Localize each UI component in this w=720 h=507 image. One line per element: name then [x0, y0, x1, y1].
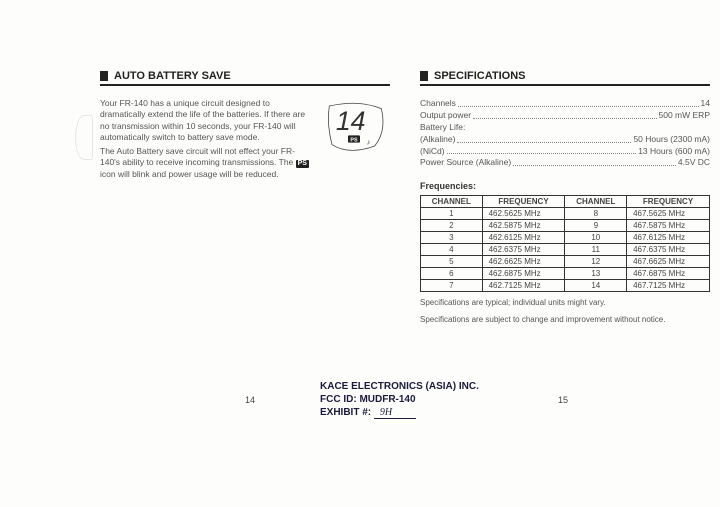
freq-value-cell: 467.7125 MHz: [627, 280, 710, 292]
page-number-left: 14: [245, 395, 255, 405]
spec-row: Channels 14: [420, 98, 710, 110]
freq-value-cell: 462.6875 MHz: [482, 268, 565, 280]
binding-mark: [75, 115, 93, 160]
freq-channel-cell: 3: [421, 232, 483, 244]
table-row: 1462.5625 MHz8467.5625 MHz: [421, 208, 710, 220]
spec-label: Power Source (Alkaline): [420, 157, 511, 169]
table-row: 2462.5875 MHz9467.5875 MHz: [421, 220, 710, 232]
fcc-id: FCC ID: MUDFR-140: [320, 393, 479, 406]
company-name: KACE ELECTRONICS (ASIA) INC.: [320, 380, 479, 393]
spec-label: (NiCd): [420, 146, 445, 158]
freq-channel-cell: 5: [421, 256, 483, 268]
spec-value: 500 mW ERP: [659, 110, 711, 122]
spec-value: 50 Hours (2300 mA): [633, 134, 710, 146]
freq-channel-cell: 12: [565, 256, 627, 268]
freq-value-cell: 467.5875 MHz: [627, 220, 710, 232]
frequency-table: CHANNELFREQUENCYCHANNELFREQUENCY 1462.56…: [420, 195, 710, 292]
freq-value-cell: 467.6125 MHz: [627, 232, 710, 244]
spec-value: 14: [701, 98, 710, 110]
freq-value-cell: 462.6625 MHz: [482, 256, 565, 268]
freq-header-row: CHANNELFREQUENCYCHANNELFREQUENCY: [421, 196, 710, 208]
heading-bullet: [100, 71, 108, 81]
table-row: 4462.6375 MHz11467.6375 MHz: [421, 244, 710, 256]
right-heading-text: SPECIFICATIONS: [434, 70, 525, 82]
left-page: AUTO BATTERY SAVE 14 PS ♪ Your FR-140 ha…: [100, 70, 390, 180]
lcd-illustration: 14 PS ♪: [322, 98, 390, 158]
lcd-digits: 14: [336, 106, 366, 136]
freq-body: 1462.5625 MHz8467.5625 MHz2462.5875 MHz9…: [421, 208, 710, 292]
freq-channel-cell: 9: [565, 220, 627, 232]
ps-inline-badge: PS: [296, 160, 309, 168]
spec-label: Output power: [420, 110, 471, 122]
spec-row: Battery Life:: [420, 122, 710, 134]
freq-channel-cell: 11: [565, 244, 627, 256]
lcd-note-icon: ♪: [367, 138, 371, 147]
freq-channel-cell: 6: [421, 268, 483, 280]
company-block: KACE ELECTRONICS (ASIA) INC. FCC ID: MUD…: [320, 380, 479, 419]
freq-channel-cell: 10: [565, 232, 627, 244]
spec-dots: [473, 110, 656, 119]
freq-channel-cell: 1: [421, 208, 483, 220]
spec-dots: [513, 157, 676, 166]
spec-row: Output power 500 mW ERP: [420, 110, 710, 122]
freq-value-cell: 462.5875 MHz: [482, 220, 565, 232]
freq-channel-cell: 7: [421, 280, 483, 292]
freq-value-cell: 462.6375 MHz: [482, 244, 565, 256]
spec-row: (NiCd) 13 Hours (600 mA): [420, 146, 710, 158]
exhibit-line: EXHIBIT #: 9H: [320, 406, 479, 419]
spec-row: (Alkaline) 50 Hours (2300 mA): [420, 134, 710, 146]
spec-value: 13 Hours (600 mA): [638, 146, 710, 158]
spec-row: Power Source (Alkaline) 4.5V DC: [420, 157, 710, 169]
left-heading-text: AUTO BATTERY SAVE: [114, 70, 231, 82]
freq-value-cell: 467.5625 MHz: [627, 208, 710, 220]
spec-note-2: Specifications are subject to change and…: [420, 315, 710, 325]
frequencies-title: Frequencies:: [420, 181, 710, 191]
freq-channel-cell: 13: [565, 268, 627, 280]
freq-value-cell: 467.6875 MHz: [627, 268, 710, 280]
freq-value-cell: 462.7125 MHz: [482, 280, 565, 292]
freq-value-cell: 467.6625 MHz: [627, 256, 710, 268]
spec-dots: [458, 98, 699, 107]
freq-col-header: FREQUENCY: [627, 196, 710, 208]
heading-bullet: [420, 71, 428, 81]
freq-channel-cell: 2: [421, 220, 483, 232]
lcd-ps-badge: PS: [350, 137, 358, 143]
table-row: 3462.6125 MHz10467.6125 MHz: [421, 232, 710, 244]
freq-channel-cell: 8: [565, 208, 627, 220]
freq-col-header: FREQUENCY: [482, 196, 565, 208]
spec-label: Battery Life:: [420, 122, 465, 134]
spec-label: (Alkaline): [420, 134, 455, 146]
freq-col-header: CHANNEL: [421, 196, 483, 208]
spec-list: Channels 14 Output power 500 mW ERP Battery …: [420, 98, 710, 169]
freq-col-header: CHANNEL: [565, 196, 627, 208]
freq-value-cell: 462.6125 MHz: [482, 232, 565, 244]
right-page: SPECIFICATIONS Channels14Output power500…: [420, 70, 710, 325]
exhibit-value: 9H: [374, 407, 416, 419]
spec-dots: [457, 134, 631, 143]
table-row: 5462.6625 MHz12467.6625 MHz: [421, 256, 710, 268]
freq-channel-cell: 14: [565, 280, 627, 292]
spec-note-1: Specifications are typical; individual u…: [420, 298, 710, 308]
freq-channel-cell: 4: [421, 244, 483, 256]
spec-label: Channels: [420, 98, 456, 110]
freq-value-cell: 467.6375 MHz: [627, 244, 710, 256]
left-heading: AUTO BATTERY SAVE: [100, 70, 390, 86]
exhibit-label: EXHIBIT #:: [320, 407, 371, 418]
right-heading: SPECIFICATIONS: [420, 70, 710, 86]
freq-value-cell: 462.5625 MHz: [482, 208, 565, 220]
page-number-right: 15: [558, 395, 568, 405]
spec-value: 4.5V DC: [678, 157, 710, 169]
table-row: 6462.6875 MHz13467.6875 MHz: [421, 268, 710, 280]
table-row: 7462.7125 MHz14467.7125 MHz: [421, 280, 710, 292]
spec-dots: [447, 146, 637, 155]
